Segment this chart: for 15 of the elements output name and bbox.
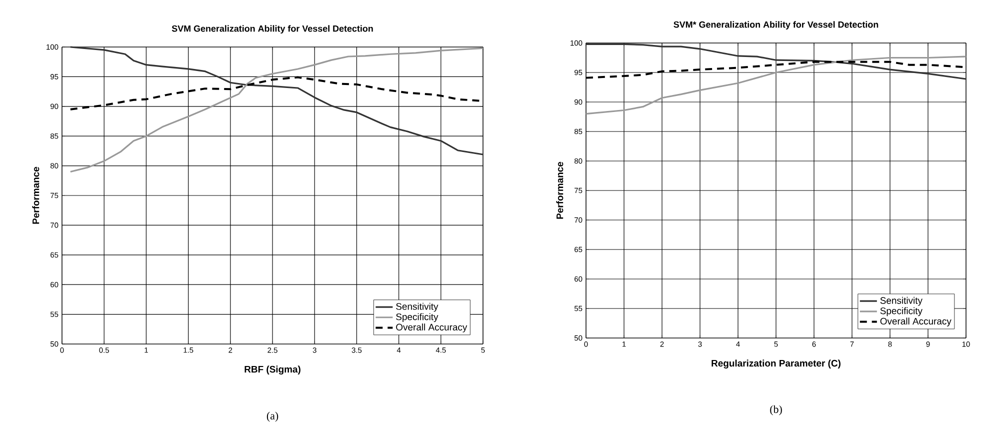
legend-label: Sensitivity bbox=[880, 296, 922, 306]
legend-label: Sensitivity bbox=[396, 302, 438, 312]
y-axis-title: Performance bbox=[556, 162, 564, 219]
x-axis-title: Regularization Parameter (C) bbox=[712, 360, 840, 369]
text: (b) bbox=[770, 405, 782, 416]
legend-label: Overall Accuracy bbox=[880, 318, 952, 326]
y-axis-title: Performance bbox=[32, 166, 40, 224]
legend-label: Overall Accuracy bbox=[396, 324, 468, 332]
chart-title: SVM Generalization Ability for Vessel Detection bbox=[172, 25, 373, 34]
line-series bbox=[585, 56, 967, 115]
x-axis-title: RBF (Sigma) bbox=[244, 366, 300, 375]
legend-label: Specificity bbox=[396, 313, 438, 322]
chart-title: SVM* Generalization Ability for Vessel Detection bbox=[674, 21, 878, 30]
legend-label: Specificity bbox=[880, 307, 922, 316]
text: (a) bbox=[266, 412, 278, 422]
